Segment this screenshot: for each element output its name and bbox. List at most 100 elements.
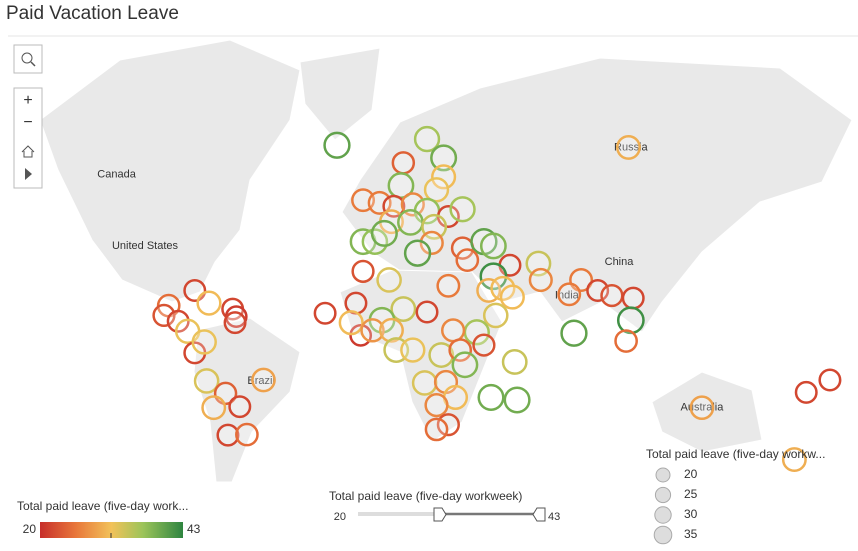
country-marker [479,232,507,260]
size-swatch [653,525,673,545]
country-marker [614,329,638,353]
page-title: Paid Vacation Leave [6,3,179,24]
country-marker [376,267,402,293]
country-marker [413,125,441,153]
country-marker [360,318,385,343]
country-marker [223,311,247,335]
greenland [299,47,381,141]
country-marker [344,291,368,315]
country-marker [424,393,449,418]
country-marker [490,275,516,301]
country-marker [351,259,375,283]
country-marker [557,282,582,307]
country-marker [390,296,417,322]
place-label: Canada [97,169,136,181]
color-max: 43 [187,522,201,536]
country-marker [415,300,439,324]
country-marker [313,301,337,325]
map-toolbar: + − [13,44,43,189]
country-marker [251,367,276,393]
country-marker [436,273,461,298]
land [39,39,853,483]
country-marker [499,284,525,310]
country-marker [586,278,610,302]
country-marker [431,164,457,190]
size-legend: Total paid leave (five-day workw... 20 25… [646,447,825,545]
search-icon [30,61,36,67]
slider-range [438,513,542,515]
zoom-out[interactable]: − [23,114,32,131]
country-marker [503,386,531,414]
size-legend-title: Total paid leave (five-day workw... [646,447,825,461]
country-marker [323,131,351,159]
country-marker [424,417,449,442]
color-legend-title: Total paid leave (five-day work... [17,499,188,513]
size-swatch [654,486,672,504]
home-button[interactable] [21,145,35,158]
country-marker [403,239,432,267]
color-legend: Total paid leave (five-day work... 20 43 [17,499,201,538]
country-marker [621,286,645,310]
country-marker [201,395,227,421]
country-marker [235,422,259,447]
country-marker [455,248,480,272]
pan-button[interactable] [25,168,32,180]
country-marker [216,423,240,447]
country-marker [423,177,450,203]
eurasia [341,57,853,333]
zoom-in[interactable]: + [23,92,32,109]
country-marker [391,151,416,175]
slider-title: Total paid leave (five-day workweek) [329,489,522,503]
country-marker [397,208,424,236]
country-marker [781,447,807,473]
north-america [39,39,301,303]
country-marker [196,290,222,316]
place-label: India [555,289,580,301]
country-marker [430,144,458,172]
country-marker [472,333,496,357]
size-label: 25 [684,487,698,501]
australia [651,371,763,453]
country-marker [501,349,528,375]
country-marker [441,318,466,343]
markers [152,125,842,473]
range-slider: Total paid leave (five-day workweek) 20 … [329,489,560,523]
country-marker [616,134,641,160]
country-marker [419,230,444,255]
country-marker [191,329,217,355]
country-marker [451,351,479,379]
country-marker [338,310,364,336]
country-marker [560,319,588,347]
country-marker [166,309,190,333]
country-marker [436,413,460,437]
slider-max: 43 [548,511,560,523]
country-marker [370,219,398,247]
country-marker [818,368,842,392]
country-marker [428,342,455,368]
country-marker [528,267,553,293]
country-marker [228,395,252,419]
country-marker [482,302,509,329]
search-button[interactable] [13,44,43,74]
country-marker [193,368,220,394]
country-marker [600,283,624,308]
slider-handle-min[interactable] [433,507,447,522]
place-label: China [605,256,635,268]
color-min: 20 [23,522,37,536]
size-label: 35 [684,527,698,541]
country-marker [411,370,438,396]
place-label: United States [112,240,179,252]
size-swatch [654,506,672,524]
size-label: 20 [684,467,698,481]
country-marker [689,395,715,421]
color-ramp [40,522,183,538]
country-marker [477,383,505,411]
size-label: 30 [684,507,698,521]
size-swatch [655,467,671,483]
africa [339,269,503,443]
country-marker [449,196,476,223]
slider-handle-max[interactable] [532,507,546,522]
country-marker [794,380,818,404]
